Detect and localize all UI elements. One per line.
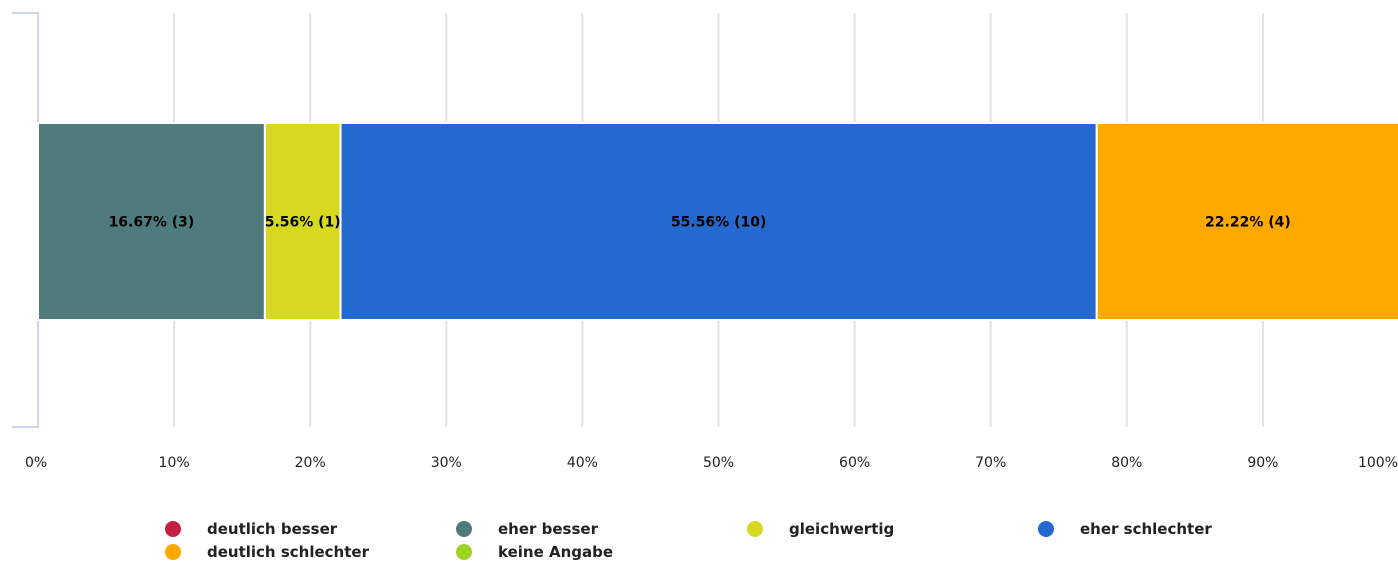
legend-item-eher-besser[interactable]: eher besser xyxy=(456,520,598,538)
bar-segment[interactable] xyxy=(1095,122,1398,321)
legend-item-keine-angabe[interactable]: keine Angabe xyxy=(456,543,613,561)
x-tick-label: 70% xyxy=(975,455,1006,471)
bar-segments xyxy=(37,122,1398,321)
x-tick-label: 90% xyxy=(1247,455,1278,471)
segment-labels: 16.67% (3) 5.56% (1) 55.56% (10) 22.22% (4) xyxy=(109,215,1291,231)
legend-marker xyxy=(165,544,181,560)
x-tick-label: 10% xyxy=(159,455,190,471)
x-axis-ticks: 0% 10% 20% 30% 40% 50% 60% 70% 80% 90% 100% xyxy=(25,455,1398,471)
x-tick-label: 100% xyxy=(1358,455,1398,471)
legend-marker xyxy=(456,544,472,560)
x-tick-label: 80% xyxy=(1111,455,1142,471)
legend-marker xyxy=(747,521,763,537)
segment-data-label: 22.22% (4) xyxy=(1205,215,1291,231)
legend-item-deutlich-besser[interactable]: deutlich besser xyxy=(165,520,337,538)
legend-label: gleichwertig xyxy=(789,520,895,538)
legend-marker xyxy=(1038,521,1054,537)
bar-segment[interactable] xyxy=(263,122,342,321)
x-tick-label: 30% xyxy=(431,455,462,471)
bar-segment[interactable] xyxy=(339,122,1098,321)
legend-label: keine Angabe xyxy=(498,543,614,561)
x-tick-label: 40% xyxy=(567,455,598,471)
segment-data-label: 55.56% (10) xyxy=(671,215,766,231)
x-tick-label: 20% xyxy=(295,455,326,471)
legend-label: deutlich besser xyxy=(207,520,338,538)
legend-label: deutlich schlechter xyxy=(207,543,369,561)
segment-data-label: 5.56% (1) xyxy=(265,215,341,231)
x-tick-label: 60% xyxy=(839,455,870,471)
segment-data-label: 16.67% (3) xyxy=(109,215,195,231)
legend-item-eher-schlechter[interactable]: eher schlechter xyxy=(1038,520,1212,538)
legend-marker xyxy=(165,521,181,537)
x-tick-label: 0% xyxy=(25,455,47,471)
axis-line xyxy=(12,12,39,428)
legend-label: eher schlechter xyxy=(1080,520,1212,538)
x-tick-label: 50% xyxy=(703,455,734,471)
legend-item-gleichwertig[interactable]: gleichwertig xyxy=(747,520,894,538)
legend-marker xyxy=(456,521,472,537)
legend-label: eher besser xyxy=(498,520,598,538)
category-axis xyxy=(12,12,39,428)
legend-item-deutlich-schlechter[interactable]: deutlich schlechter xyxy=(165,543,369,561)
